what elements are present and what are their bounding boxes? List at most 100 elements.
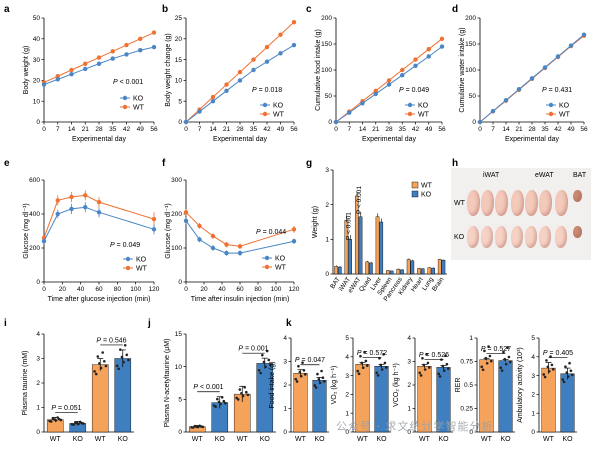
data-point-ko [183, 119, 189, 125]
bar-liver-wt [375, 216, 380, 275]
data-dot [483, 349, 486, 353]
y-tick-label: 4 [407, 335, 411, 342]
data-point-ko [413, 63, 418, 69]
data-dot [96, 355, 100, 358]
y-tick-label: 100 [465, 67, 476, 74]
data-dot [317, 377, 321, 381]
chart-k-2: 0 1 2 3 4 VCO₂ (kg h⁻¹) WT KO P = 0.526 [393, 335, 453, 443]
x-axis-label: Time after glucose injection (min) [48, 296, 151, 303]
data-point-ko [477, 119, 483, 125]
data-dot [562, 380, 566, 384]
data-point-ko [237, 250, 243, 256]
y-tick-label: 0 [472, 119, 476, 126]
x-tick-label: 14 [359, 126, 367, 133]
category-label: WT [95, 436, 107, 443]
y-tick-label: 30 [33, 57, 41, 64]
data-dot [380, 368, 384, 371]
bar-lung-wt [427, 267, 432, 275]
chart-c: 0 50 100 150 200 0 7 14 21 28 35 42 49 56 Experimental… [315, 15, 446, 143]
data-point-ko [503, 97, 509, 103]
legend-marker-wt [548, 111, 554, 117]
data-point-ko [210, 245, 216, 251]
data-dot [93, 370, 96, 373]
y-tick-label: 400 [29, 211, 40, 218]
bar-ko [312, 380, 327, 433]
data-dot [104, 364, 108, 368]
data-dot [240, 392, 243, 395]
x-tick-label: 14 [68, 126, 76, 133]
data-point-wt [400, 67, 405, 73]
fat-pad [481, 190, 494, 216]
panel-letter-c: c [306, 4, 312, 15]
fat-pad [573, 226, 582, 238]
data-dot [236, 398, 240, 401]
data-dot [94, 372, 98, 376]
data-point-ko [237, 78, 243, 83]
legend-marker-ko [407, 102, 413, 108]
y-tick-label: 1 [345, 410, 349, 417]
panel-letter-i: i [4, 318, 7, 329]
bar-ko [114, 358, 132, 433]
data-dot [238, 388, 242, 391]
data-point-ko [568, 43, 574, 48]
series-line-wt [185, 211, 295, 247]
data-dot [550, 363, 554, 367]
legend-marker-wt [407, 111, 413, 117]
data-dot [502, 350, 505, 354]
data-dot [122, 360, 125, 364]
data-dot [426, 361, 430, 365]
y-tick-label: 3 [531, 373, 535, 380]
data-point-wt [110, 49, 115, 54]
x-tick-label: 35 [250, 126, 258, 133]
y-tick-label: 2 [407, 382, 411, 389]
legend-marker-ko [264, 255, 270, 261]
fat-pad [573, 190, 582, 202]
data-point-ko [41, 239, 47, 244]
data-dot [421, 357, 424, 360]
p-value-annotation: P = 0.572 [357, 350, 387, 357]
y-tick-label: 5 [178, 397, 182, 404]
legend-label-wt: WT [418, 112, 430, 119]
y-tick-label: 0 [407, 429, 411, 436]
data-dot [321, 376, 325, 380]
data-dot [72, 423, 75, 426]
x-tick-label: 35 [109, 126, 117, 133]
data-dot [547, 369, 551, 373]
watermark: 公众号 · 求文统计学智能分析 [336, 420, 494, 433]
data-dot [485, 361, 489, 365]
data-dot [53, 418, 56, 421]
data-dot [484, 356, 488, 360]
x-tick-label: 42 [412, 126, 420, 133]
x-tick-label: 80 [114, 286, 122, 293]
series-line-ko [185, 44, 295, 123]
category-label: KO [215, 436, 226, 443]
data-dot [364, 359, 368, 363]
p-value-annotation: P < 0.001 [113, 79, 143, 86]
y-tick-label: 2 [36, 380, 40, 387]
data-point-wt [237, 244, 243, 249]
y-axis-label: VCO₂ (kg h⁻¹) [393, 363, 400, 407]
x-tick-label: 7 [56, 126, 60, 133]
p-value-annotation: P < 0.001 [193, 384, 223, 391]
panel-letter-f: f [162, 158, 166, 169]
fat-pad [539, 190, 552, 216]
panel-letter-d: d [452, 4, 458, 15]
data-dot [503, 357, 507, 361]
data-point-wt [224, 82, 229, 87]
data-point-ko [347, 110, 352, 115]
y-tick-label: 600 [29, 177, 40, 184]
data-dot [379, 363, 383, 367]
data-point-wt [278, 32, 283, 37]
data-dot [59, 418, 63, 422]
data-point-wt [251, 57, 256, 62]
y-tick-label: 10 [175, 78, 183, 85]
data-dot [565, 371, 569, 374]
bar-ko [560, 373, 575, 433]
chart-d: 0 50 100 150 200 0 7 14 21 28 35 42 49 56 Experimental… [459, 15, 588, 143]
bar-lung-ko [431, 267, 435, 275]
y-tick-label: 3 [345, 373, 349, 380]
data-dot [425, 353, 428, 356]
x-tick-label: 42 [263, 126, 271, 133]
data-dot [384, 366, 388, 369]
legend-label-ko: KO [418, 103, 429, 110]
